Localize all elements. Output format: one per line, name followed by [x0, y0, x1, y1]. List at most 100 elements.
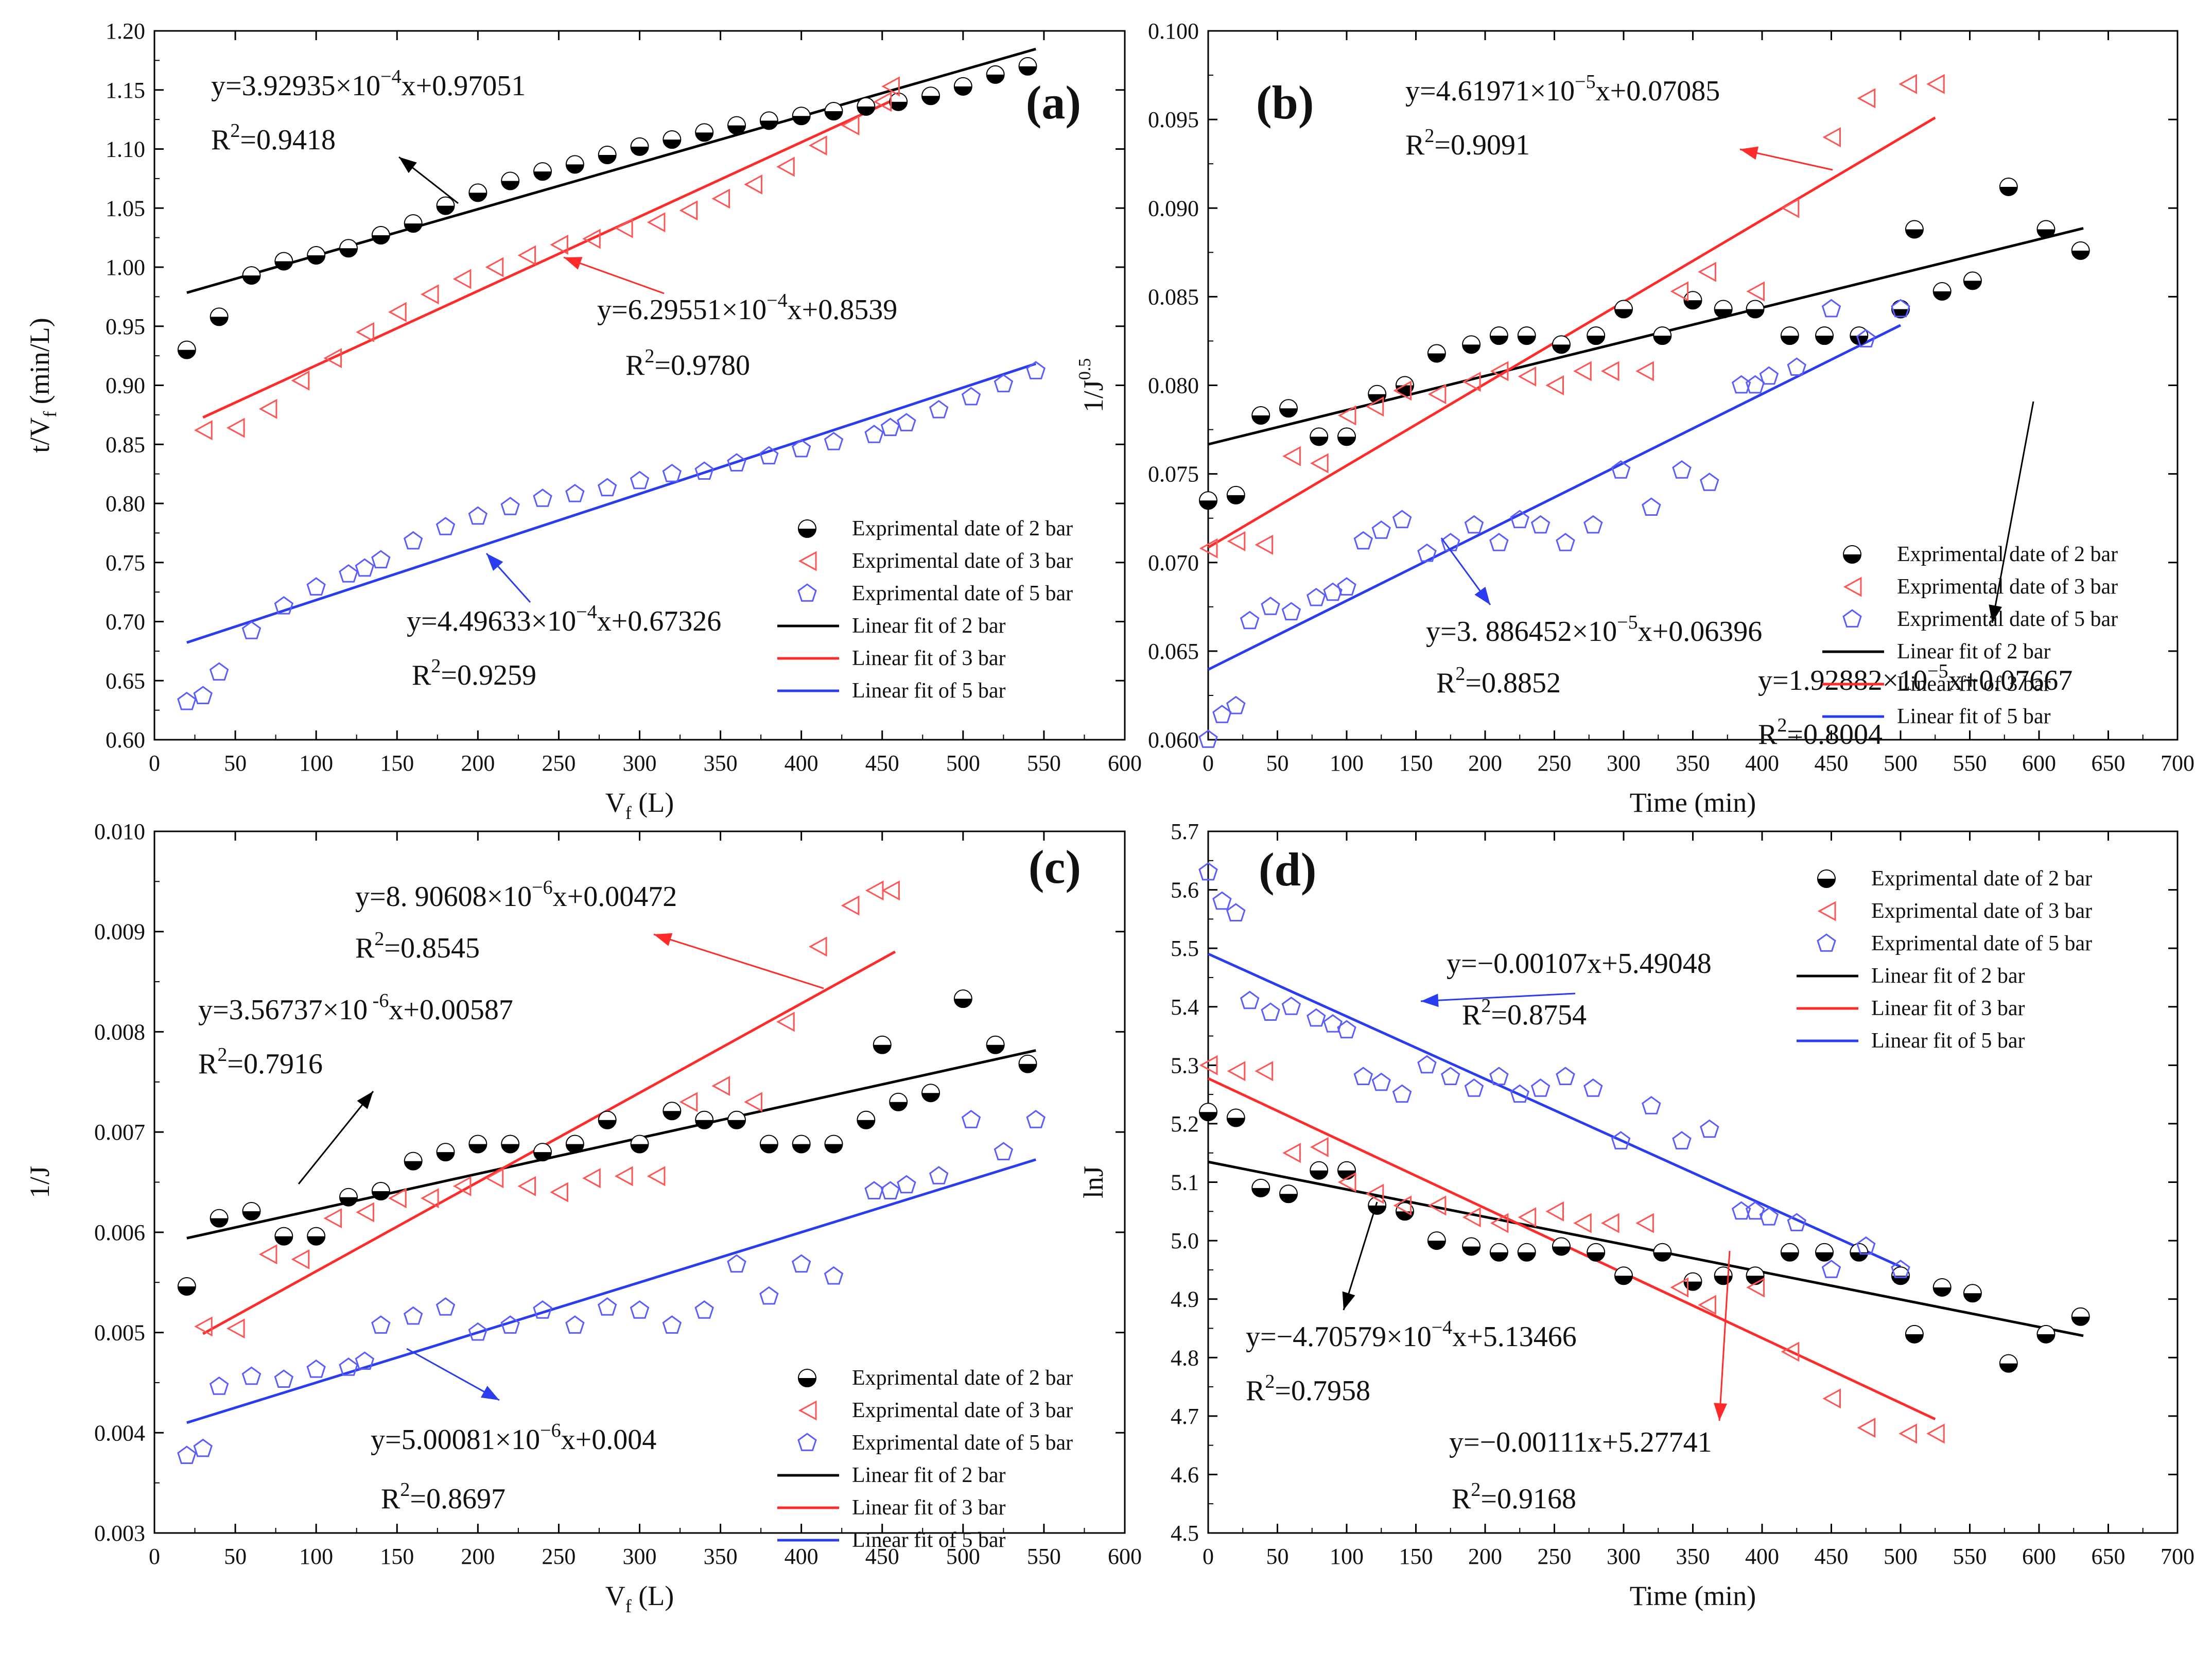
y-axis-label-main: lnJ	[1078, 1166, 1109, 1198]
data-point-2bar	[1368, 394, 1386, 403]
data-point-3bar	[485, 1168, 504, 1189]
fit-equation: y=1.92882×10−5x+0.07667	[1758, 660, 2072, 696]
data-point-3bar	[1822, 1388, 1841, 1409]
fit-r-squared-label: R	[1405, 129, 1425, 161]
data-point-5bar	[1821, 1260, 1841, 1278]
fit-equation-exponent: −4	[380, 66, 401, 88]
data-point-5bar	[1226, 695, 1246, 714]
data-point-5bar	[727, 453, 746, 472]
data-point-5bar	[880, 417, 900, 437]
fit-r-squared: R2=0.9780	[625, 345, 750, 381]
legend-label-f5: Linear fit of 5 bar	[1871, 1029, 2025, 1053]
x-axis-label-main: Time (min)	[1630, 1580, 1756, 1611]
data-point-2bar	[695, 132, 713, 142]
fit-line-5bar	[1207, 324, 1902, 671]
data-point-2bar	[404, 223, 422, 233]
data-point-2bar	[1518, 336, 1536, 345]
data-point-2bar	[1310, 1170, 1328, 1179]
x-tick-label: 600	[2022, 751, 2056, 776]
x-tick-label: 50	[224, 751, 247, 776]
fit-r-squared: R2=0.8545	[355, 928, 480, 964]
fit-r-squared-label: R	[211, 124, 231, 156]
fit-equation-tail: x+0.97051	[402, 70, 526, 102]
y-tick-label: 0.009	[94, 919, 145, 945]
data-point-2bar	[1462, 1246, 1481, 1256]
legend-label-s5: Exprimental date of 5 bar	[1897, 607, 2118, 631]
data-point-2bar	[1746, 1276, 1764, 1285]
data-point-5bar	[1307, 587, 1326, 606]
fit-r-squared-value: =0.7916	[227, 1048, 323, 1080]
data-point-2bar	[922, 96, 939, 105]
y-tick-label: 0.060	[1148, 727, 1199, 753]
fit-line-5bar	[186, 362, 1036, 644]
fit-r-squared-exp: 2	[400, 1479, 410, 1501]
x-tick-label: 400	[1745, 1544, 1779, 1569]
fit-r-squared-label: R	[412, 659, 431, 691]
data-point-5bar	[1510, 510, 1529, 529]
data-point-5bar	[1489, 533, 1509, 551]
legend-marker-s5	[797, 1433, 817, 1451]
y-axis-label-main: 1/J	[24, 1166, 55, 1198]
fit-equation-main: y=5.00081×10	[371, 1424, 540, 1456]
legend-marker-s2	[1818, 879, 1835, 887]
data-point-5bar	[306, 577, 326, 596]
data-point-5bar	[929, 1166, 949, 1184]
data-point-2bar	[307, 1236, 325, 1245]
data-point-3bar	[1365, 1183, 1384, 1204]
data-point-2bar	[1999, 1363, 2017, 1372]
y-tick-label: 0.100	[1148, 19, 1199, 44]
data-point-5bar	[897, 413, 916, 431]
x-tick-label: 150	[1399, 751, 1433, 776]
data-point-2bar	[1684, 300, 1702, 309]
data-point-3bar	[1518, 366, 1537, 387]
data-point-5bar	[1261, 597, 1280, 615]
data-point-2bar	[1816, 1252, 1834, 1261]
data-point-2bar	[1490, 1252, 1508, 1261]
data-point-2bar	[1653, 1252, 1671, 1261]
y-tick-label: 0.008	[94, 1019, 145, 1044]
data-point-3bar	[1698, 1295, 1716, 1315]
fit-r-squared-exp: 2	[230, 120, 240, 142]
data-point-5bar	[436, 1297, 456, 1316]
data-point-5bar	[1417, 1055, 1437, 1074]
y-tick-label: 4.6	[1171, 1462, 1199, 1487]
data-point-3bar	[420, 284, 439, 305]
fit-r-squared-exp: 2	[217, 1044, 227, 1066]
data-point-3bar	[1899, 74, 1917, 94]
x-axis-label-tail: (L)	[632, 787, 674, 818]
fit-r-squared: R2=0.9418	[211, 120, 336, 156]
data-point-3bar	[1282, 446, 1301, 466]
fit-r-squared: R2=0.9259	[412, 655, 536, 691]
data-point-2bar	[922, 1093, 939, 1102]
fit-equation: y=3.56737×10 -6x+0.00587	[198, 990, 513, 1026]
data-point-3bar	[1365, 396, 1384, 417]
data-point-2bar	[825, 1144, 843, 1153]
fit-line-3bar	[202, 98, 896, 419]
data-point-2bar	[825, 111, 843, 120]
data-point-5bar	[824, 431, 844, 450]
data-point-3bar	[1857, 1418, 1876, 1438]
data-point-2bar	[1199, 1112, 1217, 1121]
data-point-2bar	[1615, 1276, 1632, 1285]
x-tick-label: 50	[224, 1544, 247, 1569]
y-tick-label: 0.60	[106, 727, 145, 753]
data-point-5bar	[1745, 1201, 1765, 1220]
annotation-arrow	[653, 933, 824, 989]
x-axis-label: Time (min)	[1630, 1580, 1756, 1611]
data-point-5bar	[1642, 1096, 1661, 1114]
x-axis-label-main: V	[605, 787, 625, 818]
y-axis-label-sup: 0.5	[1075, 358, 1094, 380]
data-point-5bar	[1510, 1084, 1529, 1103]
data-point-3bar	[1255, 1061, 1274, 1082]
data-point-2bar	[1338, 437, 1355, 446]
annotation-arrow-head	[399, 157, 417, 173]
fit-line-2bar	[186, 1049, 1036, 1240]
data-point-3bar	[647, 212, 666, 233]
fit-r-squared-value: =0.9259	[441, 659, 536, 691]
data-point-3bar	[881, 76, 900, 97]
fit-r-squared-exp: 2	[1471, 1479, 1481, 1501]
data-point-5bar	[209, 1376, 229, 1395]
data-point-3bar	[1227, 531, 1246, 551]
data-point-5bar	[403, 1306, 423, 1325]
fit-equation-tail: x+0.004	[561, 1424, 657, 1456]
